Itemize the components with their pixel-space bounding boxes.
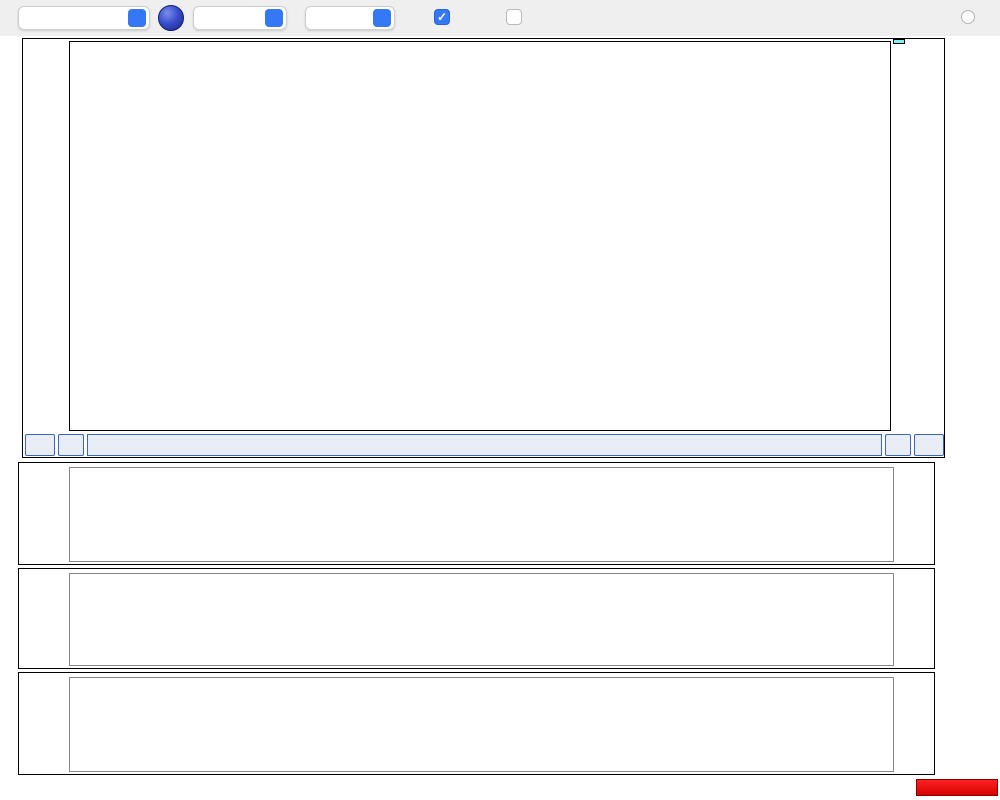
date-navigation xyxy=(25,434,944,457)
macd-panel xyxy=(18,462,935,565)
icv-plot[interactable] xyxy=(69,573,894,666)
stochastic-svg xyxy=(70,678,893,771)
help-icon[interactable] xyxy=(158,5,184,31)
icv-panel xyxy=(18,568,935,669)
chevron-updown-icon xyxy=(128,9,146,27)
candlestick-plot[interactable] xyxy=(69,41,891,431)
interval-select[interactable] xyxy=(305,6,395,30)
stochastic-panel xyxy=(18,672,935,775)
nav-first-button[interactable] xyxy=(25,434,55,456)
toolbar-radio[interactable] xyxy=(961,10,975,24)
macd-svg xyxy=(70,468,893,561)
chevron-updown-icon xyxy=(265,9,283,27)
current-price-tag xyxy=(893,39,905,44)
period-select[interactable] xyxy=(193,6,287,30)
chart-type-select[interactable] xyxy=(18,6,150,30)
status-bar xyxy=(0,776,1000,800)
nav-prev-button[interactable] xyxy=(58,434,84,456)
macd-plot[interactable] xyxy=(69,467,894,562)
toolbar: ✓ xyxy=(0,0,1000,36)
candlestick-svg xyxy=(70,42,890,430)
nav-next-button[interactable] xyxy=(885,434,911,456)
cursor-checkbox[interactable] xyxy=(506,9,527,25)
main-chart-panel xyxy=(22,38,945,458)
charting-app: ✓ xyxy=(0,0,1000,800)
checkmark-icon: ✓ xyxy=(434,9,450,25)
nav-last-button[interactable] xyxy=(914,434,944,456)
chevron-updown-icon xyxy=(373,9,391,27)
guies-checkbox[interactable]: ✓ xyxy=(434,9,455,25)
main-left-axis xyxy=(23,39,69,433)
off-button[interactable] xyxy=(916,779,998,796)
main-right-axis xyxy=(891,39,946,433)
date-axis-strip[interactable] xyxy=(87,434,882,456)
icv-svg xyxy=(70,574,893,665)
stochastic-plot[interactable] xyxy=(69,677,894,772)
